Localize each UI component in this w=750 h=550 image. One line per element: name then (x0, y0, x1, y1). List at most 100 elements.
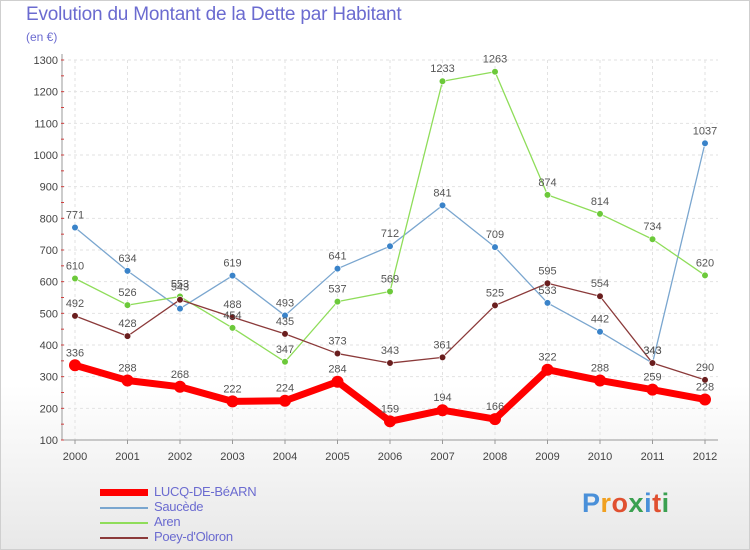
series-lines (69, 68, 711, 428)
data-point (333, 298, 342, 306)
data-label: 259 (643, 372, 661, 384)
data-label: 224 (276, 383, 294, 395)
data-label: 620 (696, 257, 714, 269)
data-point (596, 210, 604, 218)
data-label: 553 (171, 279, 189, 291)
data-point (646, 383, 659, 396)
legend-label: Poey-d'Oloron (154, 529, 233, 544)
data-point (121, 374, 134, 387)
data-point (281, 358, 289, 366)
data-label: 454 (223, 310, 241, 322)
data-label: 222 (223, 383, 241, 395)
legend-swatch (100, 536, 148, 539)
data-point (123, 332, 132, 340)
x-tick-label: 2012 (693, 451, 717, 463)
legend: LUCQ-DE-BéARN Saucède Aren Poey-d'Oloron (100, 484, 257, 544)
data-point (333, 265, 342, 273)
logo-letter: r (600, 488, 612, 518)
data-point (174, 380, 186, 393)
data-point (541, 363, 554, 376)
x-tick-label: 2011 (641, 451, 665, 463)
data-point (71, 274, 79, 283)
x-tick-label: 2001 (115, 451, 139, 463)
y-tick-label: 900 (40, 182, 58, 194)
data-label: 1233 (430, 63, 454, 75)
legend-item: Aren (100, 514, 256, 529)
data-label: 734 (643, 221, 661, 233)
data-label: 435 (276, 316, 294, 328)
chart-unit-label: (en €) (26, 30, 58, 44)
data-point (281, 311, 289, 320)
data-point (594, 374, 606, 387)
data-label: 268 (171, 369, 189, 381)
legend-item: Poey-d'Oloron (100, 529, 256, 544)
y-tick-label: 1300 (34, 55, 58, 67)
data-point (489, 413, 501, 426)
data-label: 194 (433, 392, 451, 404)
data-label: 343 (381, 345, 399, 357)
data-point (384, 415, 396, 428)
data-label: 284 (328, 364, 346, 376)
data-label: 537 (328, 284, 346, 296)
y-tick-label: 1100 (34, 118, 58, 130)
x-tick-label: 2007 (430, 451, 454, 463)
gridlines (62, 59, 718, 440)
logo-letter: P (582, 488, 601, 518)
y-tick-label: 200 (40, 403, 58, 415)
data-point (71, 312, 79, 320)
logo-letter: i (644, 488, 653, 518)
data-point (701, 139, 709, 147)
data-label: 709 (486, 229, 504, 241)
data-label: 228 (696, 381, 714, 393)
x-tick-label: 2010 (588, 451, 612, 463)
data-label: 288 (591, 362, 609, 374)
logo-letter: t (652, 488, 662, 518)
data-point (491, 68, 499, 76)
legend-label: LUCQ-DE-BéARN (154, 484, 257, 499)
data-point (543, 279, 552, 287)
data-label: 610 (66, 261, 84, 273)
data-label: 343 (643, 345, 661, 357)
data-point (69, 359, 81, 372)
data-point (436, 404, 449, 417)
data-label: 841 (433, 187, 451, 199)
x-tick-label: 2008 (483, 451, 507, 463)
data-label: 525 (486, 287, 504, 299)
data-point (648, 359, 657, 367)
legend-label: Saucède (154, 499, 204, 514)
data-point (228, 272, 237, 280)
data-point (123, 267, 132, 275)
data-label: 322 (538, 352, 556, 364)
data-label: 428 (118, 318, 136, 330)
data-label: 442 (591, 314, 609, 326)
data-label: 569 (381, 273, 399, 285)
data-label: 641 (328, 251, 346, 263)
data-label: 543 (171, 282, 189, 294)
data-label: 492 (66, 298, 84, 310)
x-tick-label: 2000 (63, 451, 87, 463)
x-tick-label: 2002 (168, 451, 192, 463)
data-point (331, 375, 344, 388)
data-point (596, 292, 604, 300)
data-label: 533 (538, 285, 556, 297)
logo-letter: x (628, 488, 645, 518)
data-point (228, 324, 237, 332)
x-tick-label: 2003 (220, 451, 244, 463)
y-tick-label: 1000 (34, 150, 58, 162)
legend-swatch (100, 489, 148, 497)
data-label: 488 (223, 299, 241, 311)
data-point (491, 301, 499, 310)
data-point (596, 328, 604, 336)
legend-swatch (100, 506, 148, 509)
logo-letter: i (661, 488, 670, 518)
y-tick-label: 1200 (34, 87, 58, 99)
data-point (226, 395, 239, 408)
data-labels: 336 288 268 222 224 284 159 194 166 322 288 259 228 7… (66, 54, 717, 416)
y-tick-label: 800 (40, 213, 58, 225)
data-point (228, 313, 237, 321)
data-label: 526 (118, 287, 136, 299)
data-label: 595 (538, 265, 556, 277)
data-point (543, 191, 552, 199)
y-tick-label: 400 (40, 340, 58, 352)
